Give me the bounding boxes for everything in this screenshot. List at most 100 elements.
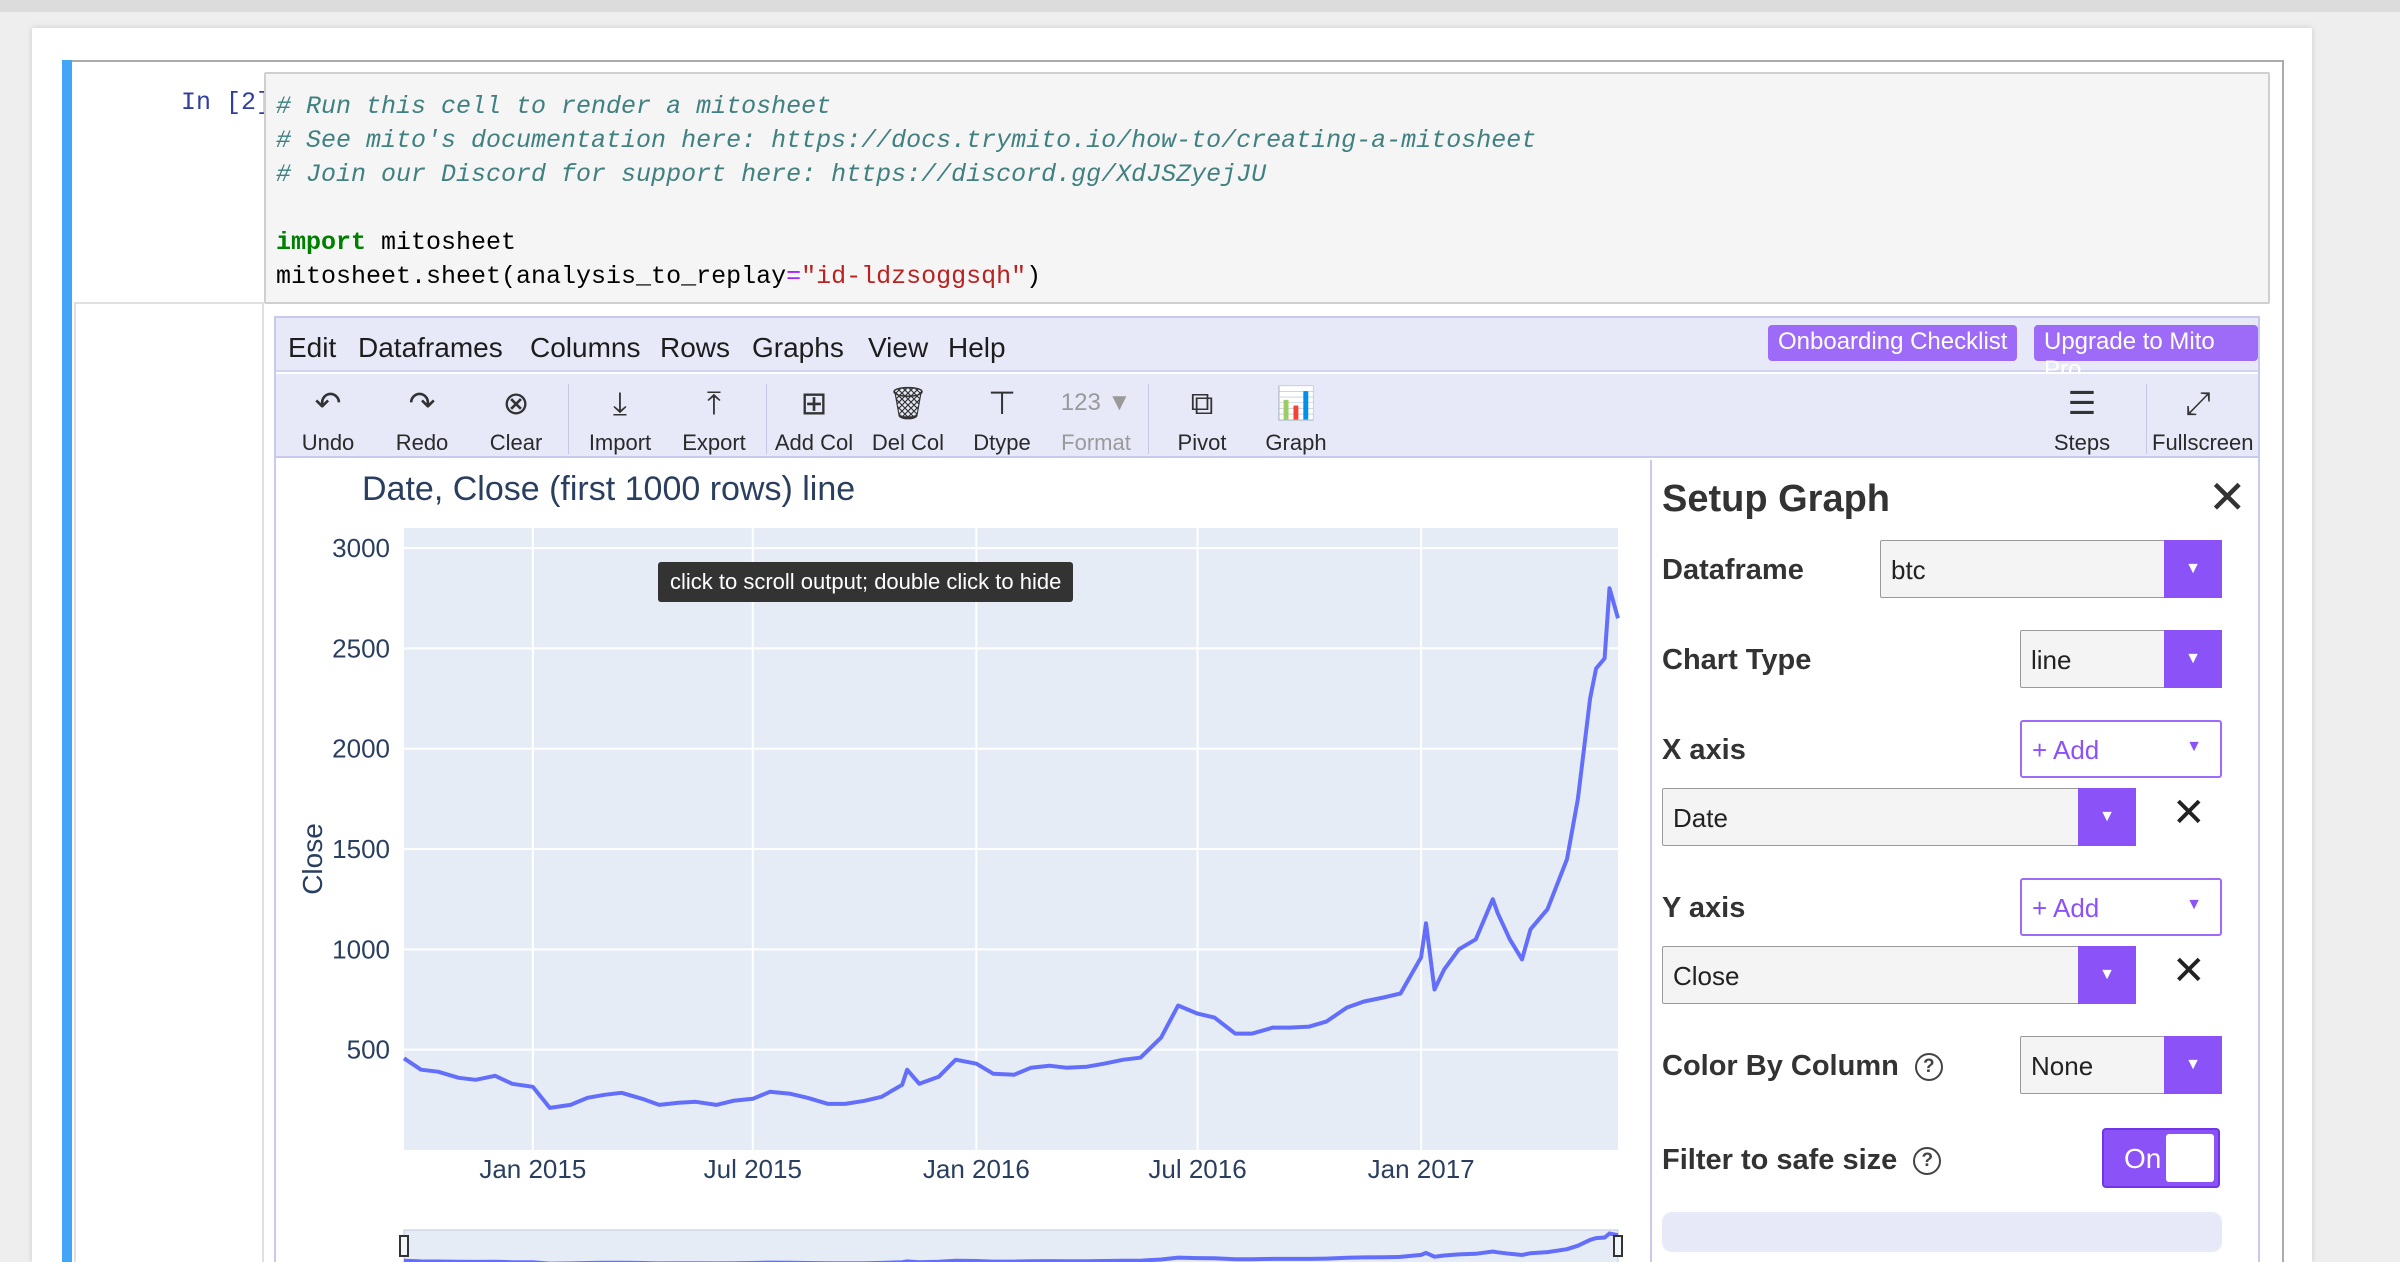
- chevron-down-icon: ▼: [2164, 1036, 2222, 1094]
- chevron-down-icon: ▼: [2078, 788, 2136, 846]
- chevron-down-icon: ▼: [2078, 946, 2136, 1004]
- mitosheet: Edit Dataframes Columns Rows Graphs View…: [274, 316, 2260, 1262]
- y-axis-column-value: Close: [1673, 961, 1740, 991]
- menu-columns[interactable]: Columns: [530, 332, 641, 363]
- export-label: Export: [682, 430, 746, 455]
- redo-button[interactable]: ↷ Redo: [376, 380, 468, 456]
- menu-edit[interactable]: Edit: [288, 332, 337, 363]
- dtype-button[interactable]: ⊤ Dtype: [956, 380, 1048, 456]
- code-call-operator: =: [786, 262, 802, 291]
- y-tick-label: 3000: [332, 533, 390, 563]
- output-tooltip: click to scroll output; double click to …: [658, 562, 1074, 602]
- close-icon[interactable]: ✕: [2208, 471, 2247, 523]
- code-editor[interactable]: # Run this cell to render a mitosheet # …: [264, 72, 2270, 304]
- browser-top-strip: [0, 0, 2400, 12]
- chevron-down-icon: ▼: [2164, 540, 2222, 598]
- code-call-string: "id-ldzsoggsqh": [801, 262, 1027, 291]
- toggle-knob: [2166, 1134, 2214, 1182]
- menu-view[interactable]: View: [868, 332, 929, 363]
- x-axis-column-select[interactable]: Date ▼: [1662, 788, 2136, 846]
- steps-label: Steps: [2053, 430, 2111, 455]
- del-col-label: Del Col: [871, 430, 945, 455]
- color-by-select[interactable]: None ▼: [2020, 1036, 2222, 1094]
- add-col-label: Add Col: [774, 430, 854, 455]
- range-slider-handle-left: [399, 1235, 409, 1257]
- code-import-keyword: import: [276, 228, 367, 257]
- remove-y-axis-icon[interactable]: ✕: [2172, 949, 2206, 993]
- code-cell[interactable]: [62, 60, 2284, 1262]
- filter-safe-size-toggle[interactable]: On: [2102, 1128, 2220, 1188]
- series-line-close: [402, 586, 1620, 1110]
- trash-icon: 🗑: [887, 385, 929, 421]
- menu-dataframes[interactable]: Dataframes: [358, 332, 503, 363]
- dataframe-select[interactable]: btc ▼: [1880, 540, 2222, 598]
- chart-title: Date, Close (first 1000 rows) line: [362, 470, 856, 508]
- menu-graphs[interactable]: Graphs: [752, 332, 844, 363]
- x-axis-add-label: + Add: [2032, 735, 2100, 765]
- fullscreen-button[interactable]: ⤢ Fullscreen: [2152, 380, 2254, 456]
- dtype-icon: ⊤: [988, 385, 1016, 421]
- redo-icon: ↷: [408, 385, 436, 421]
- x-tick-label: Jul 2016: [1148, 1154, 1246, 1184]
- pivot-icon: ⧉: [1190, 385, 1214, 421]
- code-module-name: mitosheet: [366, 228, 517, 257]
- menu-rows[interactable]: Rows: [660, 332, 731, 363]
- line-chart[interactable]: 500 1000 1500 2000 2500 3000 Jan 2015 Jul 2015 J…: [276, 460, 1648, 1262]
- y-axis-column-select[interactable]: Close ▼: [1662, 946, 2136, 1004]
- format-icon: 123 ▼: [1060, 389, 1132, 416]
- chevron-down-icon: ▼: [2186, 896, 2202, 913]
- clear-button[interactable]: ⊗ Clear: [470, 380, 562, 456]
- remove-x-axis-icon[interactable]: ✕: [2172, 791, 2206, 835]
- chevron-down-icon: ▼: [2186, 738, 2202, 755]
- steps-button[interactable]: ☰ Steps: [2036, 380, 2128, 456]
- fullscreen-label: Fullscreen: [2152, 430, 2254, 455]
- x-tick-label: Jul 2015: [704, 1154, 802, 1184]
- y-axis-label: Y axis: [1662, 892, 1746, 924]
- plot-background: [404, 528, 1618, 1150]
- chart-type-select[interactable]: line ▼: [2020, 630, 2222, 688]
- chart-type-label: Chart Type: [1662, 644, 1812, 676]
- menu-help[interactable]: Help: [948, 332, 1006, 363]
- y-axis-add-button[interactable]: + Add ▼: [2020, 878, 2222, 936]
- y-axis-add-label: + Add: [2032, 893, 2100, 923]
- bar-chart-icon: 📊: [1276, 385, 1316, 421]
- toolbar-divider: [766, 384, 767, 454]
- cell-selection-bar: [62, 60, 72, 1262]
- dtype-label: Dtype: [973, 430, 1031, 455]
- upgrade-button[interactable]: Upgrade to Mito Pro: [2034, 325, 2258, 383]
- graph-button[interactable]: 📊 Graph: [1250, 380, 1342, 456]
- graph-area: Date, Close (first 1000 rows) line 500 10…: [276, 460, 1648, 1262]
- filter-safe-size-text: Filter to safe size: [1662, 1144, 1898, 1176]
- filter-safe-size-label: Filter to safe size?: [1662, 1144, 1942, 1177]
- output-prompt-area[interactable]: [74, 302, 264, 1262]
- color-by-label: Color By Column?: [1662, 1050, 1943, 1083]
- color-by-text: Color By Column: [1662, 1050, 1899, 1082]
- pivot-label: Pivot: [1177, 430, 1227, 455]
- x-axis-label: X axis: [1662, 734, 1746, 766]
- toolbar-divider: [1148, 384, 1149, 454]
- import-button[interactable]: ⤓ Import: [574, 380, 666, 456]
- steps-icon: ☰: [2067, 385, 2097, 421]
- add-col-button[interactable]: ⊞ Add Col: [768, 380, 860, 456]
- format-button[interactable]: 123 ▼ Format: [1050, 380, 1142, 456]
- toolbar-divider: [568, 384, 569, 454]
- panel-title: Setup Graph: [1662, 478, 1891, 520]
- onboarding-checklist-button[interactable]: Onboarding Checklist: [1768, 325, 2018, 361]
- toggle-label: On: [2124, 1143, 2162, 1174]
- export-button[interactable]: ⤒ Export: [668, 380, 760, 456]
- undo-button[interactable]: ↶ Undo: [282, 380, 374, 456]
- code-comment-3: # Join our Discord for support here: htt…: [276, 160, 1267, 189]
- undo-icon: ↶: [314, 385, 342, 421]
- chevron-down-icon: ▼: [2164, 630, 2222, 688]
- code-call-prefix: mitosheet.sheet(analysis_to_replay: [276, 262, 787, 291]
- import-label: Import: [588, 430, 652, 455]
- x-axis-add-button[interactable]: + Add ▼: [2020, 720, 2222, 778]
- y-tick-label: 2500: [332, 633, 390, 663]
- pivot-button[interactable]: ⧉ Pivot: [1156, 380, 1248, 456]
- help-icon[interactable]: ?: [1914, 1053, 1943, 1082]
- setup-graph-panel: Setup Graph ✕ Dataframe btc ▼ Chart Type…: [1650, 460, 2258, 1262]
- help-icon[interactable]: ?: [1913, 1147, 1942, 1176]
- del-col-button[interactable]: 🗑 Del Col: [862, 380, 954, 456]
- range-slider-line: [403, 1231, 1619, 1262]
- color-by-value: None: [2031, 1051, 2094, 1081]
